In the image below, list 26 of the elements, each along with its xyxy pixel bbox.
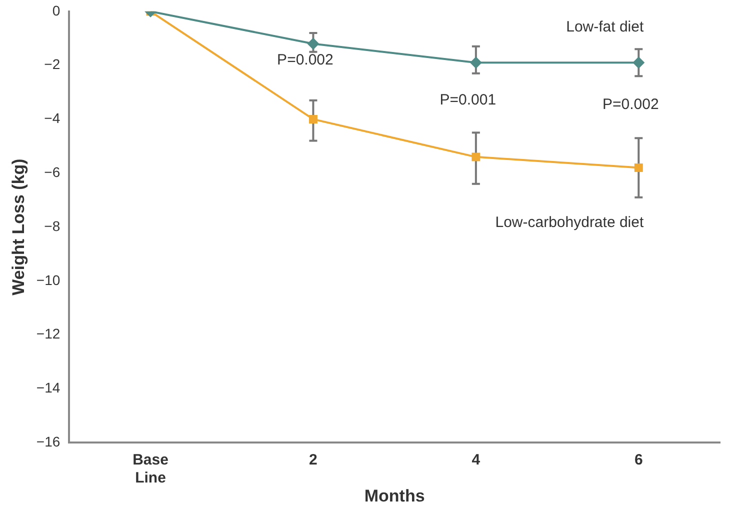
x-tick-label: Base Line — [132, 452, 168, 487]
x-axis-title: Months — [364, 486, 425, 506]
y-tick-label: −10 — [36, 272, 60, 288]
y-tick-label: −6 — [44, 164, 60, 180]
point — [470, 56, 482, 69]
x-tick-label: 4 — [472, 452, 481, 469]
annotation: P=0.001 — [440, 91, 496, 108]
x-tick-label: 2 — [309, 452, 318, 469]
point — [472, 152, 480, 162]
point — [308, 114, 318, 124]
y-tick-label: −14 — [36, 380, 60, 396]
y-tick-label: −2 — [44, 56, 60, 72]
y-tick-label: −12 — [36, 326, 60, 342]
annotation: P=0.002 — [277, 51, 334, 68]
point — [307, 38, 320, 50]
y-axis-title: Weight Loss (kg) — [8, 158, 28, 296]
y-tick-label: −16 — [36, 433, 60, 450]
annotation: P=0.002 — [602, 96, 659, 113]
y-tick-label: −4 — [44, 110, 60, 126]
y-tick-label: 0 — [52, 2, 60, 18]
point — [634, 163, 643, 172]
point — [632, 56, 645, 69]
x-tick-label: 6 — [634, 452, 643, 469]
series-label: Low-fat diet — [566, 18, 644, 36]
text: Low-carbohydrate diet — [495, 214, 644, 231]
y-tick-label: −8 — [44, 218, 60, 234]
